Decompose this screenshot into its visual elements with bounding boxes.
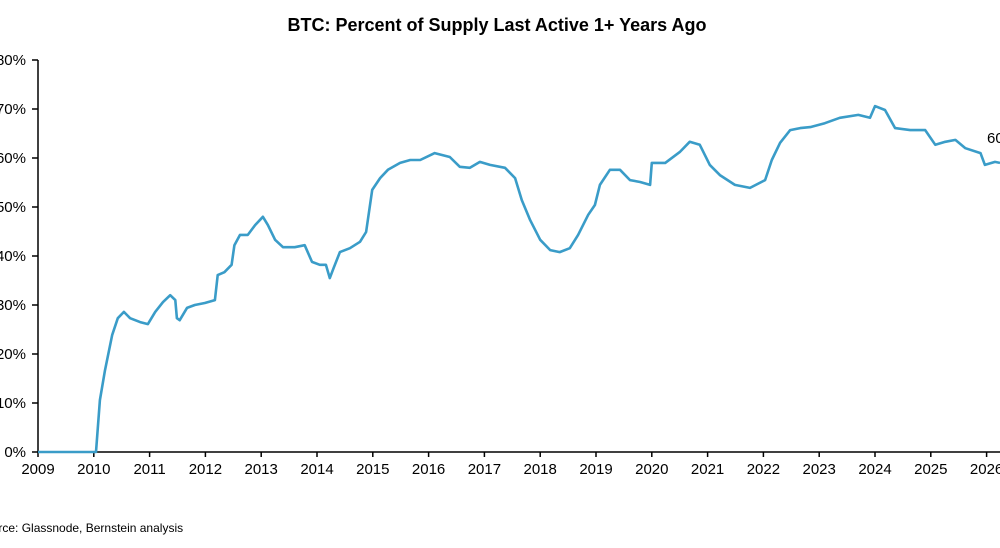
x-tick-label: 2017 — [468, 461, 501, 478]
end-value-annotation: 60% — [987, 130, 1000, 147]
y-tick-label: 50% — [0, 199, 26, 216]
x-tick-label: 2023 — [803, 461, 836, 478]
x-tick-label: 2014 — [300, 461, 333, 478]
y-tick-label: 30% — [0, 297, 26, 314]
x-tick-label: 2019 — [579, 461, 612, 478]
y-tick-label: 40% — [0, 248, 26, 265]
chart-title: BTC: Percent of Supply Last Active 1+ Ye… — [288, 15, 707, 35]
x-tick-label: 2011 — [133, 461, 165, 478]
x-tick-label: 2022 — [747, 461, 780, 478]
x-tick-label: 2013 — [245, 461, 278, 478]
y-tick-label: 70% — [0, 101, 26, 118]
y-tick-label: 80% — [0, 52, 26, 69]
x-tick-label: 2018 — [524, 461, 557, 478]
x-tick-label: 2009 — [21, 461, 54, 478]
x-tick-label: 2015 — [356, 461, 389, 478]
source-note: Source: Glassnode, Bernstein analysis — [0, 521, 183, 535]
x-tick-label: 2012 — [189, 461, 222, 478]
x-axis: 2009 2010 2011 2012 2013 2014 2015 2016 2017 2018… — [21, 452, 1000, 478]
y-tick-label: 60% — [0, 150, 26, 167]
x-tick-label: 2020 — [635, 461, 668, 478]
x-tick-label: 2010 — [77, 461, 110, 478]
y-tick-label: 20% — [0, 346, 26, 363]
x-tick-label: 2024 — [858, 461, 891, 478]
y-tick-label: 10% — [0, 395, 26, 412]
series-line — [38, 104, 1000, 454]
x-tick-label: 2026 — [970, 461, 1000, 478]
x-tick-label: 2016 — [412, 461, 445, 478]
y-tick-label: 0% — [4, 444, 26, 461]
y-axis: 0% 10% 20% 30% 40% 50% 60% 70% 80% — [0, 52, 38, 461]
x-tick-label: 2021 — [691, 461, 724, 478]
x-tick-label: 2025 — [914, 461, 947, 478]
